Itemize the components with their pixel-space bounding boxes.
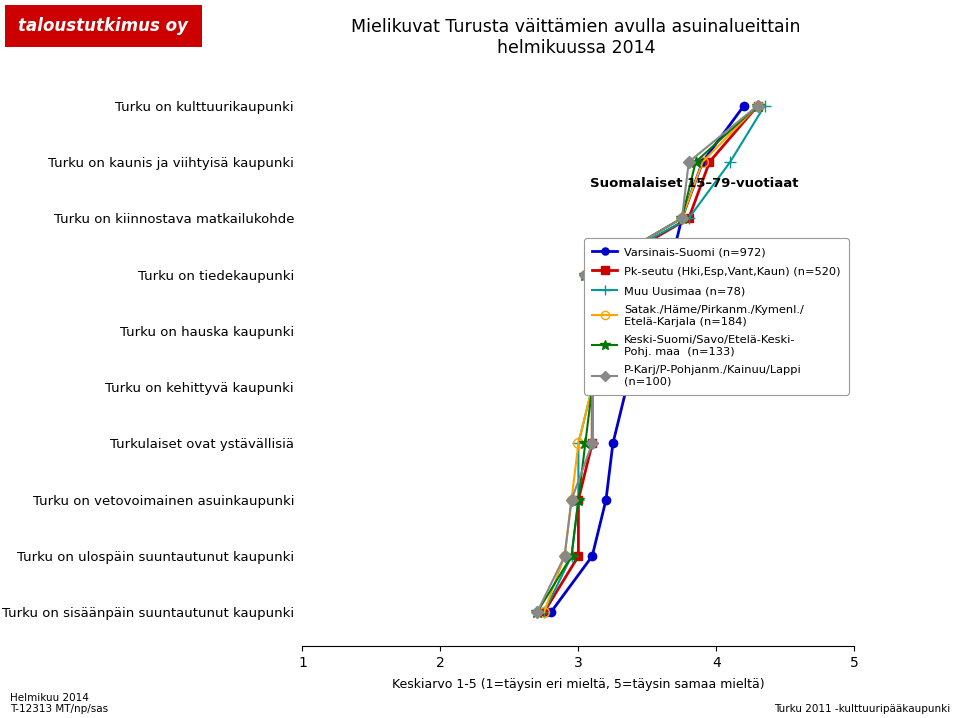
Pk-seutu (Hki,Esp,Vant,Kaun) (n=520) — [587, 270, 598, 279]
Satak./Häme/Pirkanm./Kymenl./
Etelä-Karjala (n=184) — [752, 101, 763, 110]
Varsinais-Suomi (n=972) — [587, 552, 598, 561]
Satak./Häme/Pirkanm./Kymenl./
Etelä-Karjala (n=184) — [559, 552, 570, 561]
Varsinais-Suomi (n=972) — [662, 270, 674, 279]
Line: Keski-Suomi/Savo/Etelä-Keski-
Pohj. maa  (n=133): Keski-Suomi/Savo/Etelä-Keski- Pohj. maa … — [531, 99, 764, 619]
Keski-Suomi/Savo/Etelä-Keski-
Pohj. maa  (n=133) — [531, 608, 542, 617]
P-Karj/P-Pohjanm./Kainuu/Lappi
(n=100) — [565, 495, 577, 504]
Keski-Suomi/Savo/Etelä-Keski-
Pohj. maa  (n=133) — [676, 214, 687, 223]
P-Karj/P-Pohjanm./Kainuu/Lappi
(n=100) — [531, 608, 542, 617]
Text: taloustutkimus oy: taloustutkimus oy — [18, 17, 188, 35]
P-Karj/P-Pohjanm./Kainuu/Lappi
(n=100) — [587, 439, 598, 448]
Pk-seutu (Hki,Esp,Vant,Kaun) (n=520) — [572, 552, 584, 561]
Varsinais-Suomi (n=972) — [545, 608, 557, 617]
Varsinais-Suomi (n=972) — [697, 157, 708, 166]
Muu Uusimaa (n=78) — [725, 157, 736, 166]
Varsinais-Suomi (n=972) — [600, 495, 612, 504]
Varsinais-Suomi (n=972) — [738, 101, 750, 110]
Muu Uusimaa (n=78) — [580, 270, 591, 279]
Line: P-Karj/P-Pohjanm./Kainuu/Lappi
(n=100): P-Karj/P-Pohjanm./Kainuu/Lappi (n=100) — [533, 101, 762, 617]
Line: Pk-seutu (Hki,Esp,Vant,Kaun) (n=520): Pk-seutu (Hki,Esp,Vant,Kaun) (n=520) — [540, 101, 762, 617]
Keski-Suomi/Savo/Etelä-Keski-
Pohj. maa  (n=133) — [572, 495, 584, 504]
Varsinais-Suomi (n=972) — [676, 214, 687, 223]
Satak./Häme/Pirkanm./Kymenl./
Etelä-Karjala (n=184) — [676, 214, 687, 223]
Satak./Häme/Pirkanm./Kymenl./
Etelä-Karjala (n=184) — [580, 270, 591, 279]
Line: Varsinais-Suomi (n=972): Varsinais-Suomi (n=972) — [546, 101, 748, 617]
Text: Turku 2011 -kulttuuripääkaupunki: Turku 2011 -kulttuuripääkaupunki — [774, 704, 950, 714]
Muu Uusimaa (n=78) — [539, 608, 550, 617]
X-axis label: Keskiarvo 1-5 (1=täysin eri mieltä, 5=täysin samaa mieltä): Keskiarvo 1-5 (1=täysin eri mieltä, 5=tä… — [392, 679, 765, 691]
Pk-seutu (Hki,Esp,Vant,Kaun) (n=520) — [572, 495, 584, 504]
Keski-Suomi/Savo/Etelä-Keski-
Pohj. maa  (n=133) — [580, 439, 591, 448]
Muu Uusimaa (n=78) — [572, 495, 584, 504]
P-Karj/P-Pohjanm./Kainuu/Lappi
(n=100) — [580, 270, 591, 279]
Muu Uusimaa (n=78) — [587, 383, 598, 391]
P-Karj/P-Pohjanm./Kainuu/Lappi
(n=100) — [752, 101, 763, 110]
Varsinais-Suomi (n=972) — [628, 327, 639, 335]
Satak./Häme/Pirkanm./Kymenl./
Etelä-Karjala (n=184) — [539, 608, 550, 617]
Satak./Häme/Pirkanm./Kymenl./
Etelä-Karjala (n=184) — [587, 383, 598, 391]
Satak./Häme/Pirkanm./Kymenl./
Etelä-Karjala (n=184) — [697, 157, 708, 166]
Legend: Varsinais-Suomi (n=972), Pk-seutu (Hki,Esp,Vant,Kaun) (n=520), Muu Uusimaa (n=78: Varsinais-Suomi (n=972), Pk-seutu (Hki,E… — [585, 238, 849, 395]
Keski-Suomi/Savo/Etelä-Keski-
Pohj. maa  (n=133) — [690, 157, 702, 166]
Muu Uusimaa (n=78) — [565, 552, 577, 561]
Text: Suomalaiset 15–79-vuotiaat: Suomalaiset 15–79-vuotiaat — [590, 177, 799, 190]
Pk-seutu (Hki,Esp,Vant,Kaun) (n=520) — [587, 439, 598, 448]
P-Karj/P-Pohjanm./Kainuu/Lappi
(n=100) — [587, 383, 598, 391]
Muu Uusimaa (n=78) — [572, 439, 584, 448]
P-Karj/P-Pohjanm./Kainuu/Lappi
(n=100) — [559, 552, 570, 561]
Muu Uusimaa (n=78) — [683, 214, 694, 223]
P-Karj/P-Pohjanm./Kainuu/Lappi
(n=100) — [676, 214, 687, 223]
Pk-seutu (Hki,Esp,Vant,Kaun) (n=520) — [614, 327, 626, 335]
Keski-Suomi/Savo/Etelä-Keski-
Pohj. maa  (n=133) — [580, 270, 591, 279]
Keski-Suomi/Savo/Etelä-Keski-
Pohj. maa  (n=133) — [565, 552, 577, 561]
Satak./Häme/Pirkanm./Kymenl./
Etelä-Karjala (n=184) — [614, 327, 626, 335]
Keski-Suomi/Savo/Etelä-Keski-
Pohj. maa  (n=133) — [587, 383, 598, 391]
Keski-Suomi/Savo/Etelä-Keski-
Pohj. maa  (n=133) — [752, 101, 763, 110]
Pk-seutu (Hki,Esp,Vant,Kaun) (n=520) — [704, 157, 715, 166]
Muu Uusimaa (n=78) — [759, 101, 771, 110]
Pk-seutu (Hki,Esp,Vant,Kaun) (n=520) — [587, 383, 598, 391]
P-Karj/P-Pohjanm./Kainuu/Lappi
(n=100) — [683, 157, 694, 166]
Text: Mielikuvat Turusta väittämien avulla asuinalueittain
helmikuussa 2014: Mielikuvat Turusta väittämien avulla asu… — [351, 18, 801, 57]
Pk-seutu (Hki,Esp,Vant,Kaun) (n=520) — [539, 608, 550, 617]
Keski-Suomi/Savo/Etelä-Keski-
Pohj. maa  (n=133) — [614, 327, 626, 335]
Line: Satak./Häme/Pirkanm./Kymenl./
Etelä-Karjala (n=184): Satak./Häme/Pirkanm./Kymenl./ Etelä-Karj… — [539, 101, 762, 617]
Satak./Häme/Pirkanm./Kymenl./
Etelä-Karjala (n=184) — [572, 439, 584, 448]
Muu Uusimaa (n=78) — [621, 327, 633, 335]
P-Karj/P-Pohjanm./Kainuu/Lappi
(n=100) — [614, 327, 626, 335]
Satak./Häme/Pirkanm./Kymenl./
Etelä-Karjala (n=184) — [565, 495, 577, 504]
Pk-seutu (Hki,Esp,Vant,Kaun) (n=520) — [752, 101, 763, 110]
Pk-seutu (Hki,Esp,Vant,Kaun) (n=520) — [683, 214, 694, 223]
Text: Helmikuu 2014
T-12313 MT/np/sas: Helmikuu 2014 T-12313 MT/np/sas — [10, 693, 108, 714]
Varsinais-Suomi (n=972) — [621, 383, 633, 391]
Line: Muu Uusimaa (n=78): Muu Uusimaa (n=78) — [538, 99, 771, 619]
Varsinais-Suomi (n=972) — [607, 439, 618, 448]
